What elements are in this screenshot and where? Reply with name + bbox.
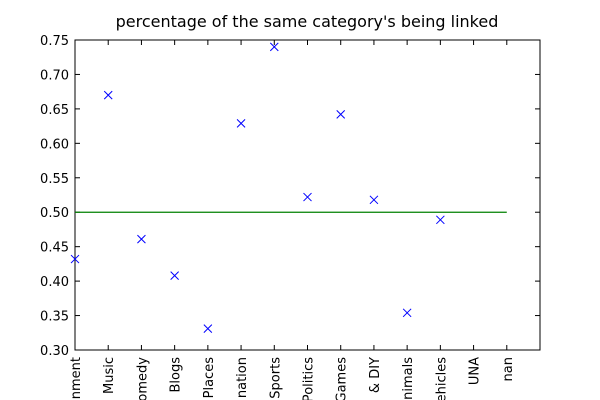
x-tick-label: nan — [501, 357, 516, 381]
x-tick-label: Sports — [268, 357, 283, 399]
y-tick-label: 0.45 — [40, 241, 69, 256]
y-tick-label: 0.65 — [40, 103, 69, 118]
x-tick-label: ehicles — [434, 357, 449, 400]
x-tick-label: nimals — [401, 357, 416, 400]
x-tick-label: nation — [235, 357, 250, 398]
marker — [436, 215, 445, 225]
marker — [203, 324, 213, 333]
chart-title: percentage of the same category's being … — [116, 12, 499, 31]
x-tick-label: omedy — [135, 357, 150, 400]
y-tick-label: 0.35 — [40, 310, 69, 325]
y-tick-label: 0.75 — [40, 34, 69, 49]
y-tick-label: 0.40 — [40, 275, 69, 290]
y-tick-label: 0.30 — [40, 344, 69, 359]
marker — [269, 42, 279, 52]
marker — [137, 234, 146, 244]
plot-frame — [74, 39, 541, 351]
x-tick-label: Music — [102, 357, 117, 394]
y-tick-label: 0.60 — [40, 137, 69, 152]
y-tick-label: 0.50 — [40, 206, 69, 221]
x-tick-label: & DIY — [368, 357, 383, 393]
x-tick-label: Politics — [302, 357, 317, 400]
x-tick-label: UNA — [468, 357, 483, 385]
y-tick-label: 0.55 — [40, 172, 69, 187]
marker — [70, 254, 80, 264]
x-tick-label: nment — [69, 357, 84, 399]
marker — [369, 195, 379, 205]
x-tick-label: Games — [335, 357, 350, 400]
marker — [103, 90, 113, 100]
marker — [402, 308, 412, 318]
marker — [236, 119, 246, 128]
marker — [170, 271, 179, 280]
x-tick-label: Blogs — [169, 357, 184, 393]
marker — [336, 110, 346, 119]
y-tick-label: 0.70 — [40, 68, 69, 83]
marker — [303, 192, 312, 202]
x-tick-label: Places — [202, 357, 217, 399]
